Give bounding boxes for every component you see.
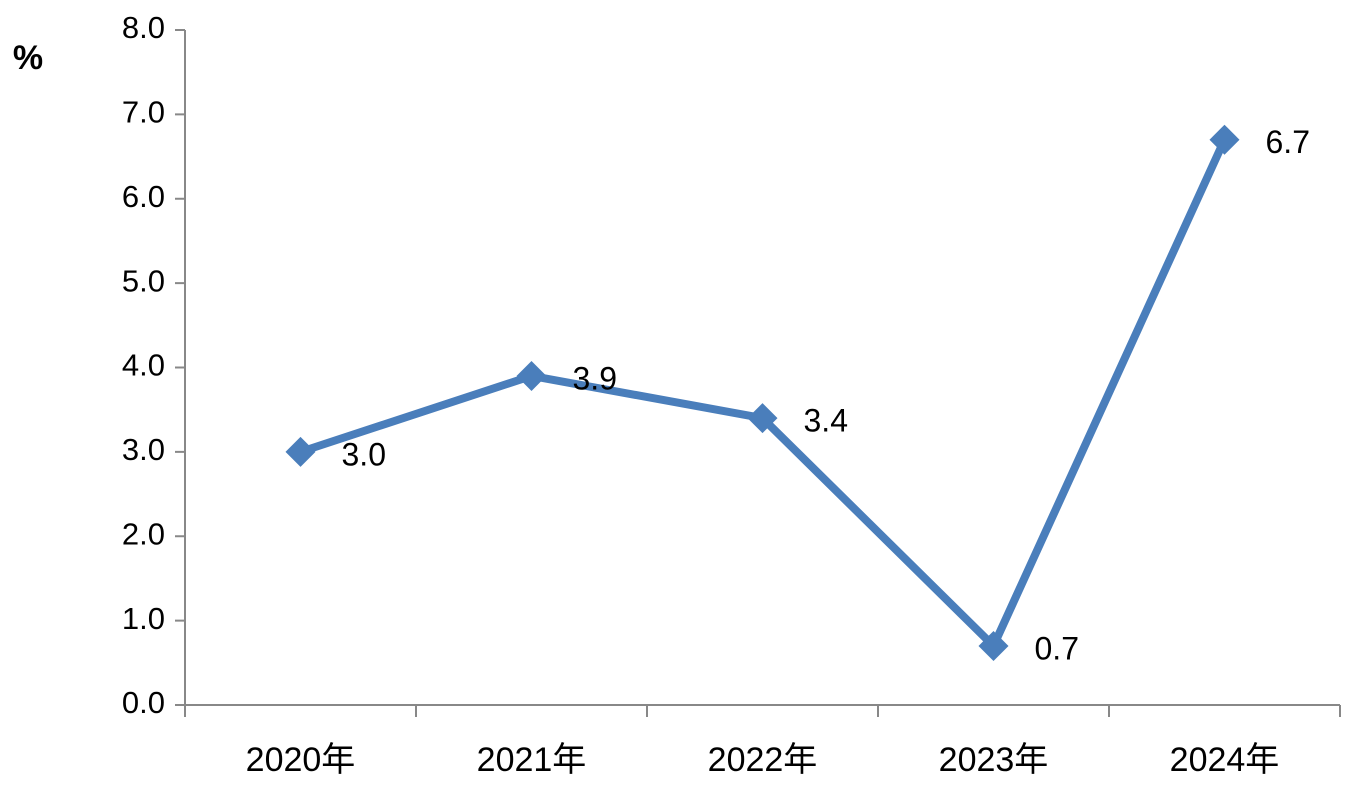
- marker: [747, 403, 778, 434]
- marker: [516, 360, 547, 391]
- y-tick-label: 3.0: [122, 432, 165, 467]
- y-tick-label: 6.0: [122, 179, 165, 214]
- x-tick-label: 2024年: [1170, 741, 1280, 779]
- y-tick-label: 1.0: [122, 601, 165, 636]
- data-label: 3.9: [573, 360, 617, 396]
- y-tick-label: 4.0: [122, 348, 165, 383]
- y-axis-label: %: [13, 39, 43, 77]
- y-tick-label: 7.0: [122, 95, 165, 130]
- y-tick-label: 5.0: [122, 263, 165, 298]
- x-tick-label: 2022年: [708, 741, 818, 779]
- marker: [285, 436, 316, 467]
- data-label: 0.7: [1035, 630, 1079, 666]
- line: [299, 138, 1229, 650]
- x-tick-label: 2020年: [246, 741, 356, 779]
- data-label: 3.0: [342, 436, 386, 472]
- x-tick-label: 2023年: [939, 741, 1049, 779]
- marker: [1209, 124, 1240, 155]
- data-label: 6.7: [1266, 124, 1310, 160]
- data-label: 3.4: [804, 403, 848, 439]
- y-tick-label: 0.0: [122, 685, 165, 720]
- y-tick-label: 8.0: [122, 10, 165, 45]
- x-tick-label: 2021年: [477, 741, 587, 779]
- marker: [978, 630, 1009, 661]
- y-tick-label: 2.0: [122, 516, 165, 551]
